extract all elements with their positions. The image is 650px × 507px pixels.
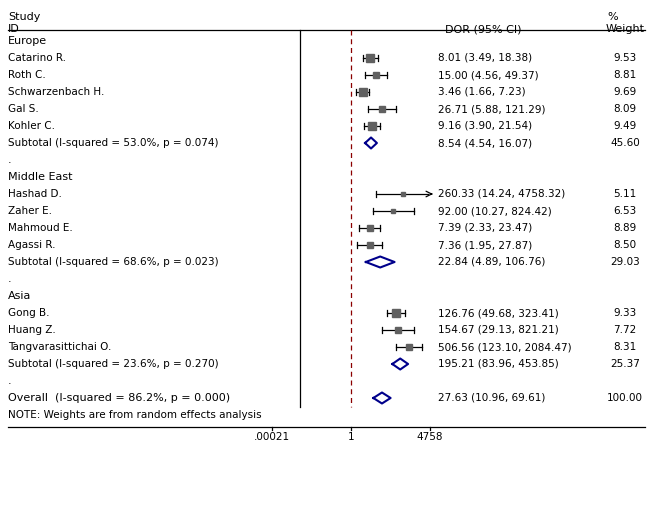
Text: 9.49: 9.49: [614, 121, 636, 131]
Text: 92.00 (10.27, 824.42): 92.00 (10.27, 824.42): [438, 206, 552, 216]
Text: 29.03: 29.03: [610, 257, 640, 267]
Text: 27.63 (10.96, 69.61): 27.63 (10.96, 69.61): [438, 393, 545, 403]
Text: Catarino R.: Catarino R.: [8, 53, 66, 63]
Text: 7.36 (1.95, 27.87): 7.36 (1.95, 27.87): [438, 240, 532, 250]
Text: Roth C.: Roth C.: [8, 70, 46, 80]
Text: 9.69: 9.69: [614, 87, 636, 97]
Text: 1: 1: [348, 432, 354, 442]
Text: 100.00: 100.00: [607, 393, 643, 403]
Text: 26.71 (5.88, 121.29): 26.71 (5.88, 121.29): [438, 104, 545, 114]
Text: %: %: [607, 12, 618, 22]
Text: Overall  (I-squared = 86.2%, p = 0.000): Overall (I-squared = 86.2%, p = 0.000): [8, 393, 230, 403]
Text: Subtotal (I-squared = 23.6%, p = 0.270): Subtotal (I-squared = 23.6%, p = 0.270): [8, 359, 218, 369]
Text: Gal S.: Gal S.: [8, 104, 39, 114]
Text: Middle East: Middle East: [8, 172, 73, 182]
Text: 8.50: 8.50: [614, 240, 636, 250]
Text: ID: ID: [8, 24, 20, 34]
Text: 45.60: 45.60: [610, 138, 640, 148]
Text: 25.37: 25.37: [610, 359, 640, 369]
Text: 5.11: 5.11: [614, 189, 636, 199]
Text: Tangvarasittichai O.: Tangvarasittichai O.: [8, 342, 111, 352]
Text: .00021: .00021: [254, 432, 290, 442]
Text: 8.89: 8.89: [614, 223, 636, 233]
Text: 8.54 (4.54, 16.07): 8.54 (4.54, 16.07): [438, 138, 532, 148]
Text: Hashad D.: Hashad D.: [8, 189, 62, 199]
Text: Study: Study: [8, 12, 40, 22]
Text: Huang Z.: Huang Z.: [8, 325, 56, 335]
Text: 8.01 (3.49, 18.38): 8.01 (3.49, 18.38): [438, 53, 532, 63]
Text: 8.09: 8.09: [614, 104, 636, 114]
Polygon shape: [366, 257, 395, 268]
Text: 15.00 (4.56, 49.37): 15.00 (4.56, 49.37): [438, 70, 539, 80]
Text: Agassi R.: Agassi R.: [8, 240, 55, 250]
Text: .: .: [8, 274, 12, 284]
Text: Weight: Weight: [606, 24, 645, 34]
Text: Europe: Europe: [8, 36, 47, 46]
Text: Asia: Asia: [8, 291, 31, 301]
Text: Subtotal (I-squared = 68.6%, p = 0.023): Subtotal (I-squared = 68.6%, p = 0.023): [8, 257, 218, 267]
Text: 9.53: 9.53: [614, 53, 636, 63]
Text: .: .: [8, 155, 12, 165]
Text: 9.33: 9.33: [614, 308, 636, 318]
Text: 195.21 (83.96, 453.85): 195.21 (83.96, 453.85): [438, 359, 559, 369]
Text: 260.33 (14.24, 4758.32): 260.33 (14.24, 4758.32): [438, 189, 566, 199]
Polygon shape: [393, 358, 408, 370]
Text: 6.53: 6.53: [614, 206, 636, 216]
Text: 7.39 (2.33, 23.47): 7.39 (2.33, 23.47): [438, 223, 532, 233]
Text: 4758: 4758: [417, 432, 443, 442]
Text: Mahmoud E.: Mahmoud E.: [8, 223, 73, 233]
Text: Gong B.: Gong B.: [8, 308, 49, 318]
Text: 9.16 (3.90, 21.54): 9.16 (3.90, 21.54): [438, 121, 532, 131]
Text: 126.76 (49.68, 323.41): 126.76 (49.68, 323.41): [438, 308, 559, 318]
Text: 3.46 (1.66, 7.23): 3.46 (1.66, 7.23): [438, 87, 526, 97]
Text: 154.67 (29.13, 821.21): 154.67 (29.13, 821.21): [438, 325, 559, 335]
Text: 8.31: 8.31: [614, 342, 636, 352]
Text: Kohler C.: Kohler C.: [8, 121, 55, 131]
Text: 8.81: 8.81: [614, 70, 636, 80]
Polygon shape: [365, 137, 377, 149]
Text: Zaher E.: Zaher E.: [8, 206, 52, 216]
Text: Schwarzenbach H.: Schwarzenbach H.: [8, 87, 105, 97]
Text: NOTE: Weights are from random effects analysis: NOTE: Weights are from random effects an…: [8, 410, 261, 420]
Text: 7.72: 7.72: [614, 325, 636, 335]
Text: .: .: [8, 376, 12, 386]
Text: 506.56 (123.10, 2084.47): 506.56 (123.10, 2084.47): [438, 342, 571, 352]
Polygon shape: [373, 392, 391, 404]
Text: Subtotal (I-squared = 53.0%, p = 0.074): Subtotal (I-squared = 53.0%, p = 0.074): [8, 138, 218, 148]
Text: DOR (95% CI): DOR (95% CI): [445, 24, 521, 34]
Text: 22.84 (4.89, 106.76): 22.84 (4.89, 106.76): [438, 257, 545, 267]
